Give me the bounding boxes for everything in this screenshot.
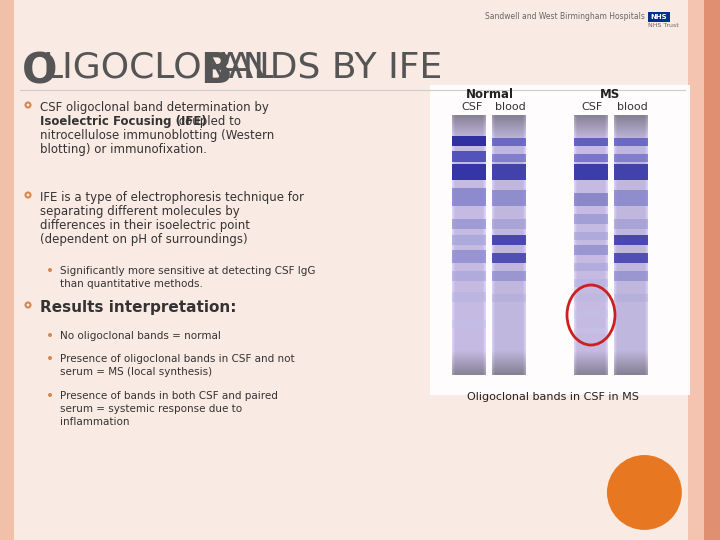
Bar (452, 292, 486, 302)
Text: Significantly more sensitive at detecting CSF IgG: Significantly more sensitive at detectin… (60, 266, 315, 276)
Text: IFE is a type of electrophoresis technique for: IFE is a type of electrophoresis techniq… (40, 191, 304, 204)
Bar (574, 263, 608, 271)
Bar (688, 0, 706, 540)
Bar (574, 310, 608, 318)
Bar (452, 164, 486, 180)
Bar (614, 253, 648, 263)
Bar (452, 151, 486, 162)
Bar (452, 271, 486, 281)
Bar (492, 154, 526, 162)
Text: Oligoclonal bands in CSF in MS: Oligoclonal bands in CSF in MS (467, 392, 639, 402)
Text: inflammation: inflammation (60, 417, 130, 427)
Text: Presence of oligoclonal bands in CSF and not: Presence of oligoclonal bands in CSF and… (60, 354, 294, 364)
Text: serum = MS (local synthesis): serum = MS (local synthesis) (60, 367, 212, 377)
Bar (492, 138, 526, 146)
Bar (648, 12, 670, 22)
Bar (492, 234, 526, 245)
Text: (dependent on pH of surroundings): (dependent on pH of surroundings) (40, 233, 248, 246)
Text: separating different molecules by: separating different molecules by (40, 205, 240, 218)
Bar (614, 154, 648, 162)
Bar (614, 138, 648, 146)
Text: O: O (22, 50, 58, 92)
Bar (0, 0, 14, 540)
Text: Normal: Normal (466, 88, 514, 101)
Bar (704, 0, 720, 540)
Text: CSF: CSF (462, 102, 482, 112)
Bar (452, 234, 486, 245)
Text: nitrocellulose immunoblotting (Western: nitrocellulose immunoblotting (Western (40, 129, 274, 142)
Circle shape (48, 333, 52, 337)
Bar (492, 294, 526, 302)
Text: MS: MS (600, 88, 620, 101)
Bar (492, 191, 526, 206)
Bar (452, 136, 486, 146)
Bar (452, 320, 486, 328)
Bar (614, 234, 648, 245)
Text: CSF: CSF (581, 102, 603, 112)
Circle shape (48, 393, 52, 397)
Bar (614, 164, 648, 180)
Text: NHS Trust: NHS Trust (648, 23, 679, 28)
Bar (574, 328, 608, 333)
Bar (430, 85, 690, 395)
Text: B: B (200, 50, 232, 92)
Bar (614, 219, 648, 230)
Bar (574, 154, 608, 162)
Bar (574, 232, 608, 240)
Circle shape (48, 268, 52, 272)
Bar (452, 219, 486, 230)
Text: CSF oligoclonal band determination by: CSF oligoclonal band determination by (40, 101, 269, 114)
Bar (574, 245, 608, 255)
Text: NHS: NHS (651, 14, 667, 20)
Text: Presence of bands in both CSF and paired: Presence of bands in both CSF and paired (60, 391, 278, 401)
Bar (452, 188, 486, 206)
Text: blotting) or immunofixation.: blotting) or immunofixation. (40, 143, 207, 156)
Text: blood: blood (495, 102, 526, 112)
Bar (574, 138, 608, 146)
Bar (574, 279, 608, 287)
Text: Sandwell and West Birmingham Hospitals: Sandwell and West Birmingham Hospitals (485, 12, 645, 21)
Circle shape (48, 356, 52, 360)
Bar (614, 271, 648, 281)
Text: Isoelectric Focusing (IFE): Isoelectric Focusing (IFE) (40, 115, 207, 128)
Bar (574, 164, 608, 180)
Text: Results interpretation:: Results interpretation: (40, 300, 236, 315)
Circle shape (607, 455, 682, 530)
Bar (614, 191, 648, 206)
Text: than quantitative methods.: than quantitative methods. (60, 279, 203, 289)
Text: LIGOCLONAL: LIGOCLONAL (43, 50, 274, 84)
Bar (574, 294, 608, 302)
Text: blood: blood (616, 102, 647, 112)
Bar (492, 219, 526, 230)
Bar (452, 250, 486, 263)
Bar (614, 294, 648, 302)
Bar (492, 164, 526, 180)
Bar (492, 271, 526, 281)
Text: coupled to: coupled to (175, 115, 241, 128)
Bar (574, 214, 608, 224)
Text: serum = systemic response due to: serum = systemic response due to (60, 404, 242, 414)
Text: differences in their isoelectric point: differences in their isoelectric point (40, 219, 250, 232)
Bar (492, 253, 526, 263)
Text: ANDS BY IFE: ANDS BY IFE (218, 50, 442, 84)
Text: No oligoclonal bands = normal: No oligoclonal bands = normal (60, 331, 221, 341)
Bar (574, 193, 608, 206)
